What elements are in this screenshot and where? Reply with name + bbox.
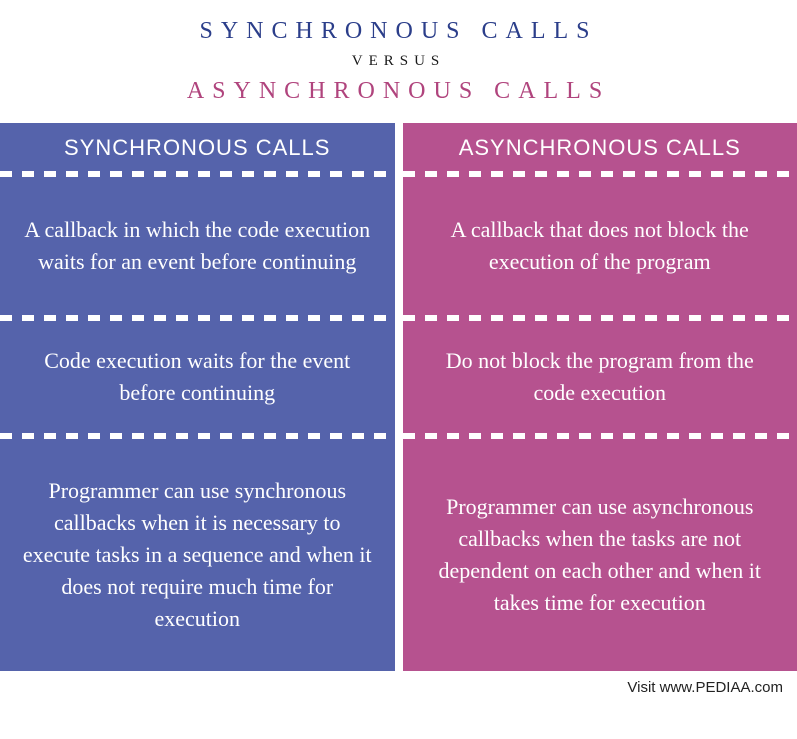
cell-sync-behavior: Code execution waits for the event befor… <box>0 321 395 433</box>
column-header-asynchronous: ASYNCHRONOUS CALLS <box>403 123 797 171</box>
title-synchronous: SYNCHRONOUS CALLS <box>0 18 797 45</box>
column-asynchronous: ASYNCHRONOUS CALLS A callback that does … <box>403 123 797 671</box>
header: SYNCHRONOUS CALLS VERSUS ASYNCHRONOUS CA… <box>0 0 797 123</box>
cell-async-definition: A callback that does not block the execu… <box>403 177 797 315</box>
column-header-synchronous: SYNCHRONOUS CALLS <box>0 123 395 171</box>
cell-sync-usage: Programmer can use synchronous callbacks… <box>0 439 395 671</box>
cell-async-usage: Programmer can use asynchronous callback… <box>403 439 797 671</box>
comparison-table: SYNCHRONOUS CALLS A callback in which th… <box>0 123 797 671</box>
footer-credit: Visit www.PEDIAA.com <box>0 671 797 696</box>
column-synchronous: SYNCHRONOUS CALLS A callback in which th… <box>0 123 395 671</box>
cell-async-behavior: Do not block the program from the code e… <box>403 321 797 433</box>
versus-label: VERSUS <box>0 53 797 70</box>
cell-sync-definition: A callback in which the code execution w… <box>0 177 395 315</box>
title-asynchronous: ASYNCHRONOUS CALLS <box>0 78 797 105</box>
